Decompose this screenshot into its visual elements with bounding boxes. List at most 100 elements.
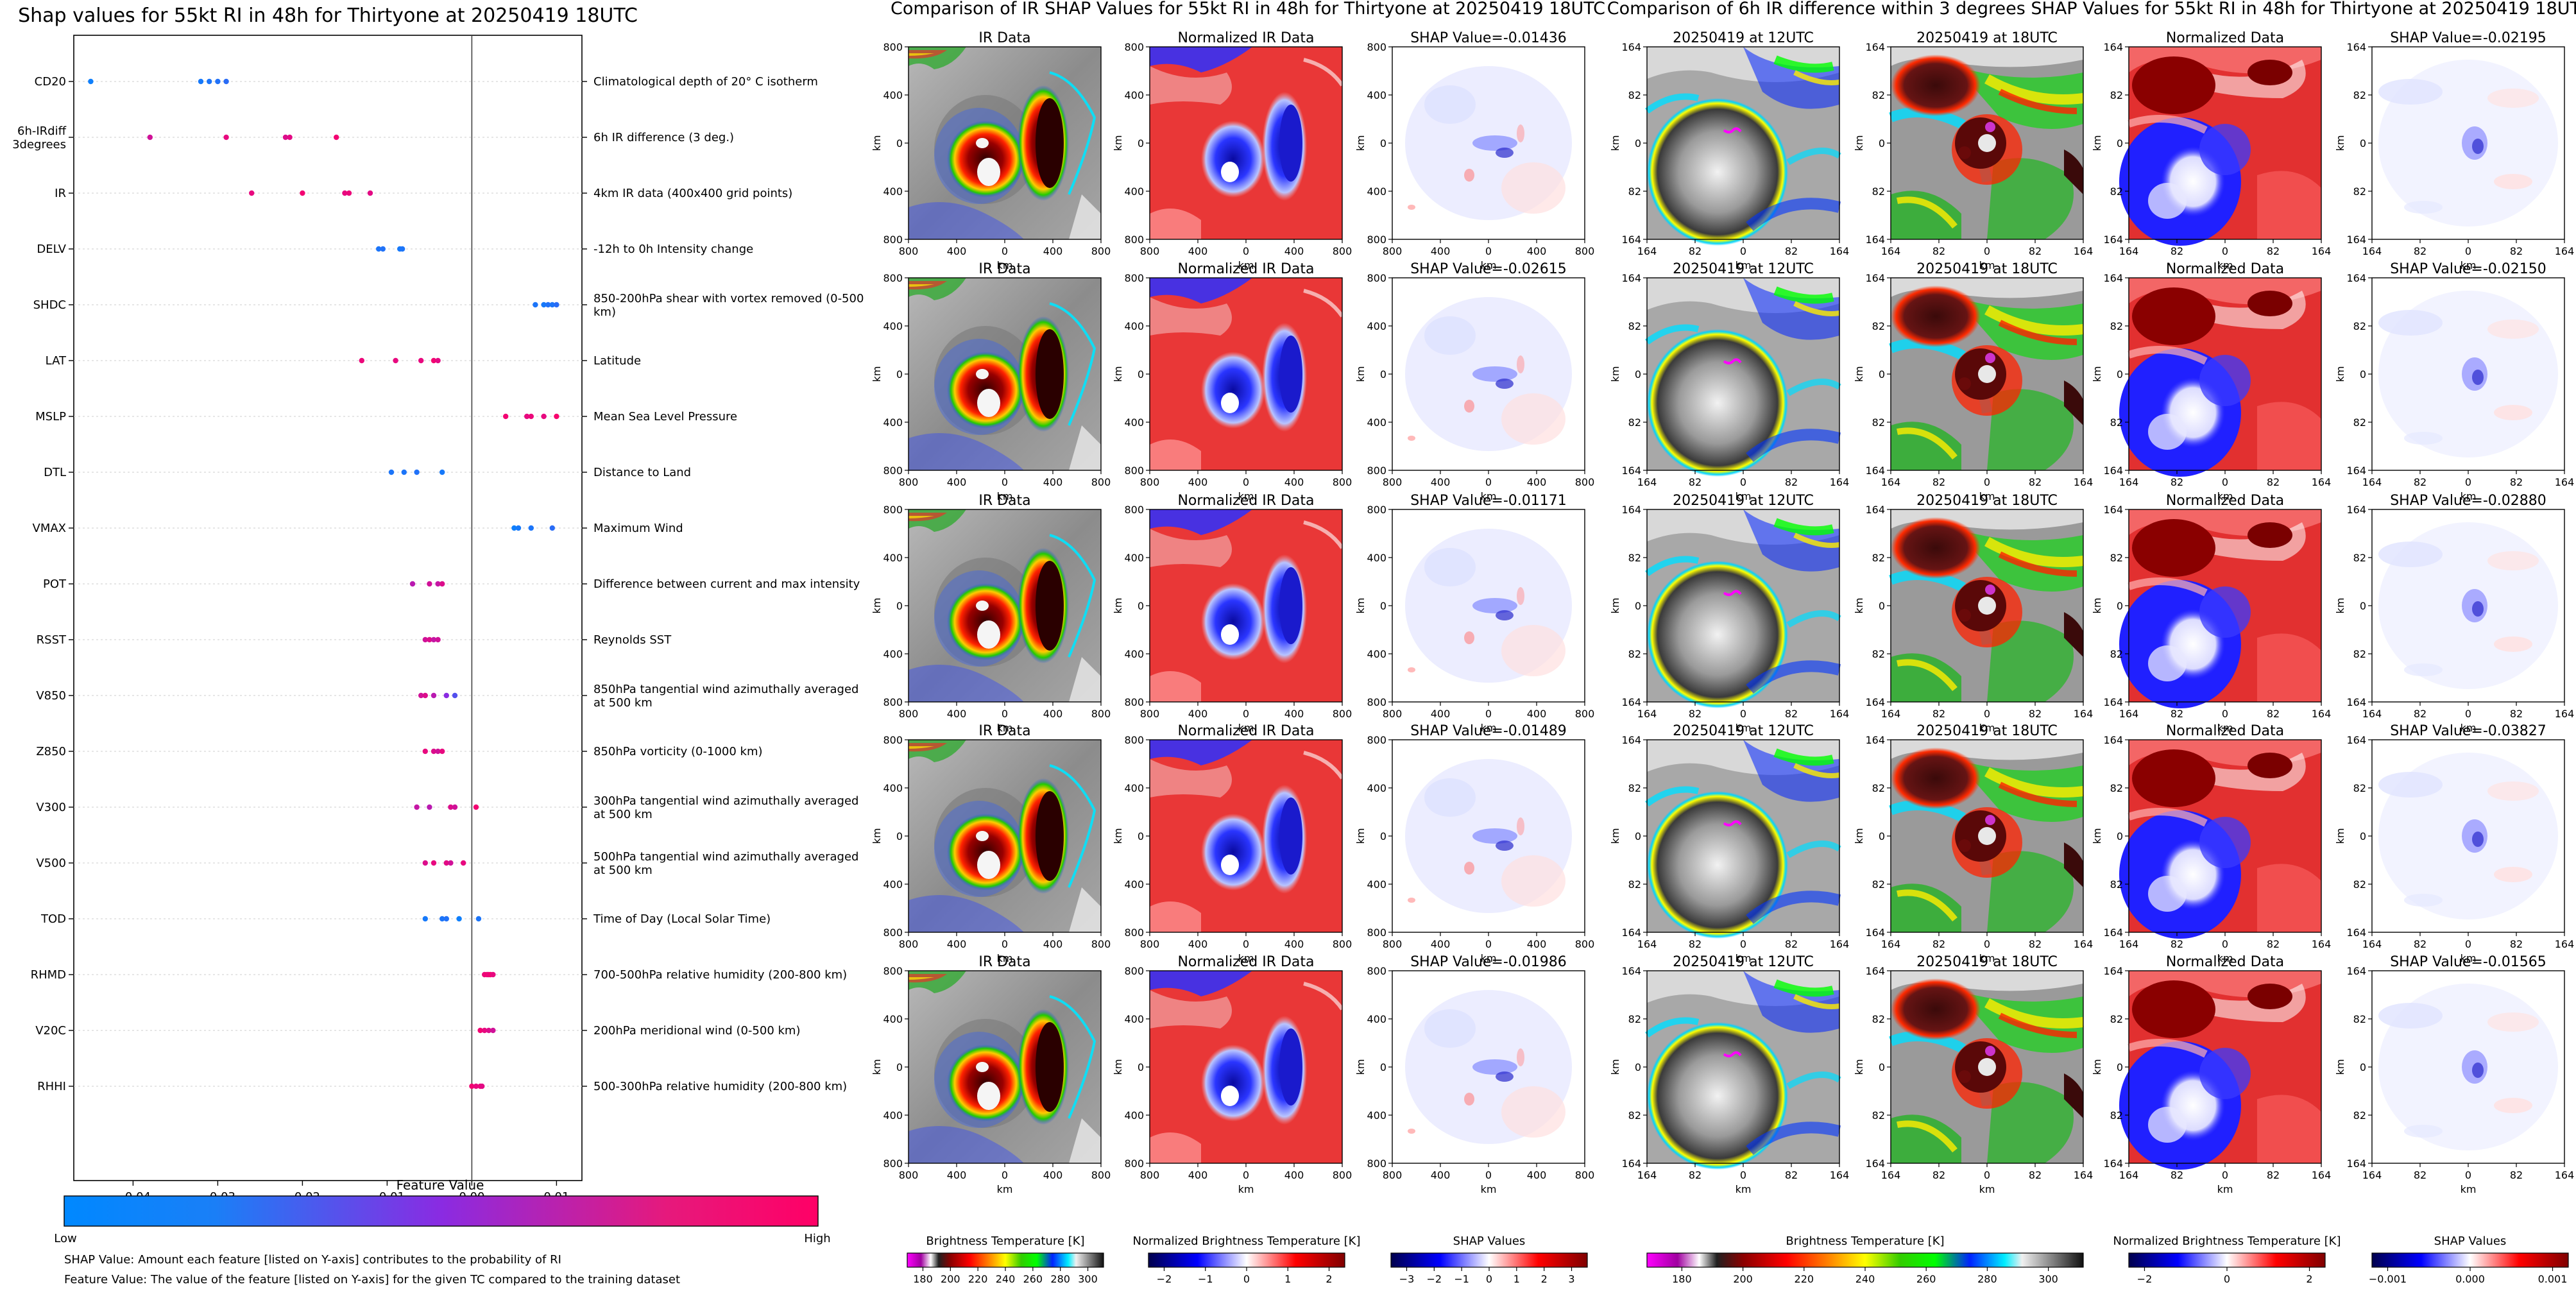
subplot-title: Normalized Data — [2166, 723, 2284, 739]
y-axis-label: km — [2334, 1059, 2346, 1075]
colorbar-tick-label: 260 — [1023, 1273, 1043, 1285]
x-tick-label: 800 — [1575, 708, 1595, 720]
right-title: Comparison of 6h IR difference within 3 … — [1607, 0, 2576, 19]
y-tick-label: 164 — [2103, 465, 2123, 477]
y-tick-label: 82 — [1628, 1109, 1641, 1122]
subplot-title: SHAP Value=-0.01986 — [1410, 954, 1567, 970]
y-tick-label: 400 — [1124, 878, 1144, 891]
y-axis-label: km — [1853, 598, 1865, 614]
y-tick-label: 82 — [2110, 782, 2123, 794]
x-tick-label: 0 — [2222, 938, 2228, 950]
y-tick-label: 400 — [1367, 1109, 1386, 1122]
x-tick-label: 164 — [2555, 708, 2575, 720]
y-axis-label: km — [1609, 1059, 1621, 1075]
y-tick-label: 82 — [2110, 89, 2123, 101]
shap-point — [418, 357, 424, 364]
x-axis-label: km — [1238, 952, 1254, 964]
feature-label: Z850 — [36, 745, 66, 758]
shap-point — [545, 302, 551, 308]
y-tick-label: 800 — [1124, 696, 1144, 708]
x-tick-label: 800 — [899, 476, 919, 488]
subplot-image — [1150, 278, 1342, 470]
colorbar — [2128, 1252, 2326, 1268]
x-axis-label: km — [2461, 1183, 2477, 1195]
y-axis-label: km — [2091, 366, 2103, 382]
y-tick-label: 82 — [1872, 1109, 1885, 1122]
y-tick-label: 0 — [1635, 600, 1641, 612]
y-tick-label: 164 — [2346, 504, 2366, 516]
y-tick-label: 164 — [2103, 965, 2123, 977]
shap-point — [443, 860, 449, 866]
x-tick-label: 0 — [1002, 245, 1008, 257]
x-tick-label: 800 — [1575, 1169, 1595, 1181]
y-tick-label: 0 — [1380, 600, 1386, 612]
x-tick-label: 164 — [2312, 476, 2332, 488]
x-tick-label: 82 — [2414, 1169, 2427, 1181]
y-axis-label: km — [1112, 598, 1124, 614]
subplot-title: Normalized IR Data — [1177, 30, 1314, 46]
y-tick-label: 164 — [2346, 734, 2366, 746]
feature-label: DTL — [44, 466, 66, 479]
shap-point — [511, 525, 517, 531]
x-axis-label: km — [1736, 722, 1752, 734]
colorbar-tick-label: −2 — [1157, 1273, 1172, 1285]
x-tick-label: 0 — [2465, 708, 2471, 720]
y-tick-label: 800 — [1124, 734, 1144, 746]
x-tick-label: 82 — [1785, 708, 1798, 720]
x-axis-label: km — [997, 722, 1013, 734]
x-tick-label: 0 — [1002, 708, 1008, 720]
colorbar-tick-label: 240 — [996, 1273, 1016, 1285]
y-tick-label: 164 — [1865, 926, 1885, 939]
subplot-image — [1891, 47, 2083, 239]
y-tick-label: 0 — [1879, 137, 1885, 149]
y-tick-label: 400 — [1124, 320, 1144, 332]
x-tick-label: 0 — [1984, 938, 1990, 950]
feature-label: 6h-IRdiff 3degrees — [12, 124, 67, 151]
shap-point — [439, 469, 445, 475]
subplot-title: SHAP Value=-0.01565 — [2390, 954, 2546, 970]
y-tick-label: 800 — [883, 504, 903, 516]
y-tick-label: 82 — [1872, 1013, 1885, 1025]
y-tick-label: 0 — [1635, 830, 1641, 842]
colorbar-label: Brightness Temperature [K] — [1786, 1234, 1944, 1248]
x-tick-label: 0 — [2465, 1169, 2471, 1181]
x-tick-label: 400 — [1431, 245, 1451, 257]
x-axis-label: km — [1238, 722, 1254, 734]
feature-description: 300hPa tangential wind azimuthally avera… — [593, 794, 858, 821]
y-tick-label: 0 — [2117, 137, 2123, 149]
y-tick-label: 400 — [883, 878, 903, 891]
y-tick-label: 800 — [883, 272, 903, 284]
shap-point — [431, 748, 437, 755]
shap-point — [409, 581, 416, 587]
x-tick-label: 400 — [1284, 1169, 1304, 1181]
colorbar-tick-label: 2 — [2306, 1273, 2312, 1285]
shap-point — [541, 302, 547, 308]
y-axis-label: km — [1609, 135, 1621, 151]
y-tick-label: 82 — [1872, 320, 1885, 332]
y-tick-label: 82 — [2110, 552, 2123, 564]
colorbar-label: SHAP Values — [1453, 1234, 1526, 1248]
y-axis-label: km — [1112, 135, 1124, 151]
colorbar-tick-label: 0.001 — [2538, 1273, 2568, 1285]
y-tick-label: 164 — [2346, 272, 2366, 284]
shap-point — [439, 581, 445, 587]
subplot-image — [2119, 278, 2321, 477]
x-axis-label: km — [1979, 952, 1995, 964]
shap-point — [469, 1083, 475, 1089]
y-tick-label: 164 — [2103, 234, 2123, 246]
y-tick-label: 400 — [883, 320, 903, 332]
y-tick-label: 82 — [1872, 185, 1885, 198]
x-tick-label: 82 — [1689, 938, 1702, 950]
colorbar-tick-label: 2 — [1326, 1273, 1332, 1285]
x-tick-label: 400 — [1188, 938, 1208, 950]
y-axis-label: km — [871, 366, 883, 382]
y-tick-label: 400 — [1367, 320, 1386, 332]
shap-point — [435, 357, 441, 364]
y-tick-label: 400 — [1124, 552, 1144, 564]
colorbar-tick-label: 1 — [1514, 1273, 1520, 1285]
colorbar-tick-label: 300 — [2038, 1273, 2058, 1285]
y-tick-label: 800 — [1124, 272, 1144, 284]
colorbar-tick-label: 280 — [1050, 1273, 1070, 1285]
y-axis-label: km — [1853, 366, 1865, 382]
y-tick-label: 164 — [1621, 504, 1641, 516]
